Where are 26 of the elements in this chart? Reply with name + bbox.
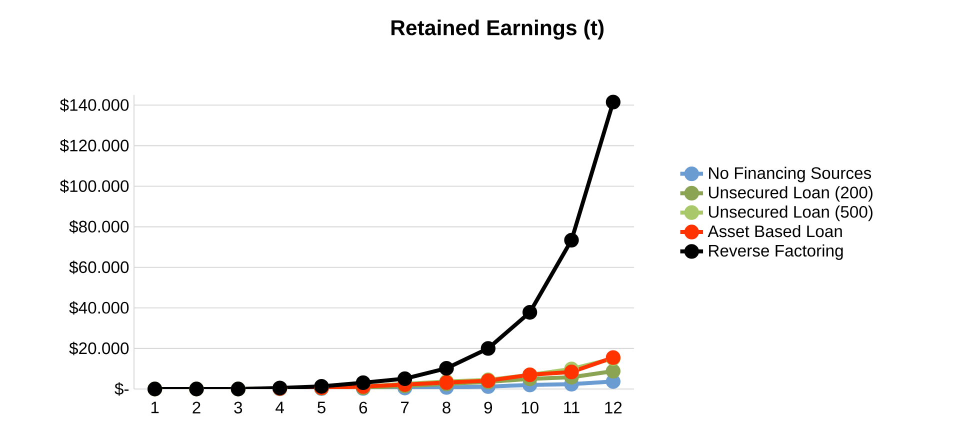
- x-tick-label: 3: [234, 402, 242, 414]
- x-tick-label: 10: [522, 402, 538, 414]
- y-tick-label: $-: [114, 382, 129, 396]
- y-tick-label: $80.000: [69, 220, 129, 234]
- x-tick-label: 4: [276, 402, 284, 414]
- legend-label: No Financing Sources: [709, 166, 872, 182]
- x-tick-label: 8: [442, 402, 450, 414]
- y-tick-label: $100.000: [60, 179, 129, 193]
- x-tick-label: 5: [318, 402, 326, 414]
- y-tick-label: $140.000: [60, 98, 129, 112]
- y-tick-label: $120.000: [60, 138, 129, 152]
- legend-label: Unsecured Loan (200): [708, 186, 872, 202]
- x-tick-label: 7: [401, 402, 409, 414]
- x-tick-label: 2: [192, 402, 200, 414]
- legend-label: Unsecured Loan (500): [708, 206, 872, 222]
- legend-label: Asset Based Loan: [708, 224, 842, 238]
- y-tick-label: $20.000: [69, 342, 129, 356]
- y-tick-label: $40.000: [69, 301, 129, 315]
- chart-title: Retained Earnings (t): [391, 20, 604, 40]
- x-tick-label: 9: [484, 402, 492, 414]
- x-tick-label: 12: [605, 402, 622, 414]
- y-tick-label: $60.000: [69, 260, 129, 274]
- x-tick-label: 1: [151, 402, 159, 414]
- x-tick-label: 6: [359, 402, 368, 414]
- x-tick-label: 11: [564, 402, 580, 414]
- legend-label: Reverse Factoring: [709, 244, 843, 260]
